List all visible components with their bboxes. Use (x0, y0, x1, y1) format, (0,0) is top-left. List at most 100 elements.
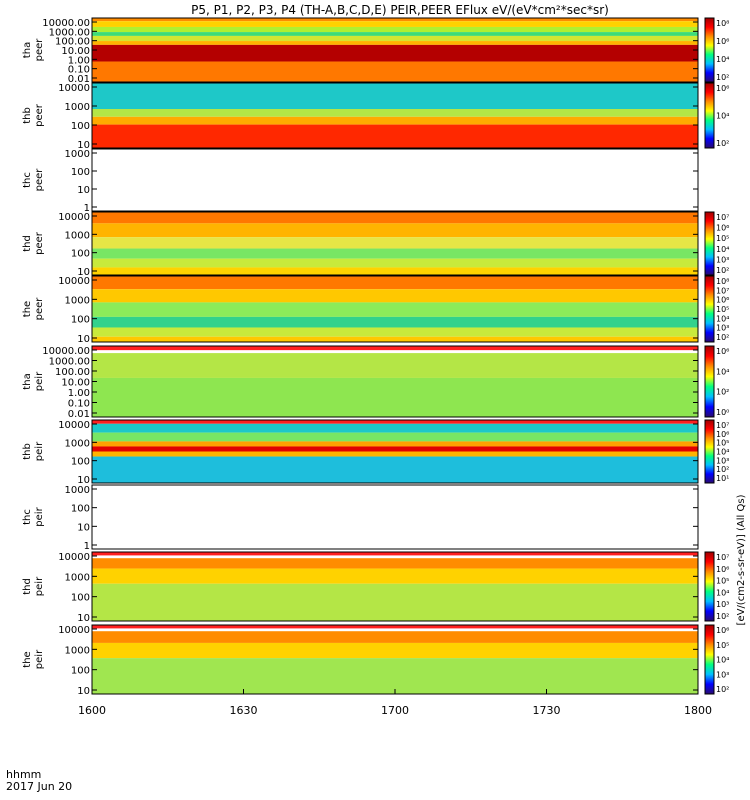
panel-species-label: peer (34, 168, 45, 192)
spectrogram-band (92, 336, 698, 342)
y-tick-label: 100 (71, 593, 90, 604)
colorbar-tick-label: 10² (716, 465, 729, 474)
spectrogram-band (92, 32, 698, 36)
colorbar-tick-label: 10⁶ (716, 84, 729, 93)
x-tick-label: 1730 (533, 704, 561, 717)
colorbar-tick-label: 10³ (716, 670, 729, 679)
y-tick-label: 10000 (58, 552, 90, 563)
colorbar-tick-label: 10² (716, 388, 729, 397)
colorbar-tick-label: 10³ (716, 600, 729, 609)
panel-probe-label: thd (22, 235, 33, 252)
spectrogram-band (92, 451, 698, 457)
colorbar-tick-label: 10² (716, 73, 729, 82)
panel-thb-peir: 10000 1000 100 10 thb peir 10⁷10⁶10⁵10⁴10³10²1… (22, 419, 729, 486)
colorbar-tick-label: 10⁶ (716, 224, 729, 233)
y-tick-label: 100.00 (55, 367, 90, 378)
x-tick-label: 1600 (78, 704, 106, 717)
panel-probe-label: thb (22, 107, 33, 124)
colorbar-tick-label: 10⁴ (716, 367, 729, 376)
spectrogram-band (92, 446, 698, 452)
panel-frame (91, 82, 699, 149)
colorbar-tick-label: 10³ (716, 456, 729, 465)
colorbar-tick-label: 10⁴ (716, 588, 729, 597)
colorbar-tick-label: 10² (716, 266, 729, 275)
y-tick-label: 100 (71, 457, 90, 468)
spectrogram-band (92, 109, 698, 117)
y-tick-label: 100 (71, 121, 90, 132)
y-tick-label: 10000 (58, 212, 90, 223)
y-tick-label: 10000 (58, 83, 90, 94)
panel-thc-peer: 1000 100 10 1 thc peer (22, 148, 699, 214)
colorbar-tick-label: 10¹ (716, 474, 729, 483)
colorbar-tick-label: 10⁰ (716, 408, 729, 417)
y-tick-label: 100 (71, 315, 90, 326)
y-tick-label: 10 (77, 475, 90, 486)
panel-probe-label: thd (22, 578, 33, 595)
colorbar (704, 211, 715, 276)
y-tick-label: 10000 (58, 625, 90, 636)
panel-thd-peir: 10000 1000 100 10 thd peir 10⁷ 10⁶ 10⁵ 10⁴ 10³ 10² (22, 551, 729, 624)
colorbar-tick-label: 10⁵ (716, 641, 729, 650)
spectrogram-band (92, 267, 698, 275)
panel-species-label: peer (34, 103, 45, 127)
colorbar-tick-label: 10² (716, 139, 729, 148)
y-tick-label: 1000 (65, 572, 90, 583)
spectrogram-band (92, 558, 698, 569)
spectrogram-band (92, 258, 698, 268)
colorbar-tick-label: 10⁵ (716, 305, 729, 314)
panel-probe-label: tha (22, 373, 33, 389)
y-tick-label: 10000 (58, 420, 90, 431)
colorbar (704, 551, 715, 622)
y-tick-label: 10000.00 (42, 18, 90, 29)
panel-species-label: peer (34, 38, 45, 62)
spectrogram-band (92, 642, 698, 659)
panel-species-label: peer (34, 297, 45, 321)
panel-frame (91, 148, 699, 212)
spectrogram-band (92, 35, 698, 42)
spectrogram-band (92, 568, 698, 584)
y-tick-label: 1000 (65, 149, 90, 160)
colorbar-tick-label: 10⁴ (716, 112, 729, 121)
colorbar-unit-label: [eV/(cm2-s-sr-eV)] (All Qs) (736, 494, 747, 625)
colorbar-tick-label: 10⁵ (716, 234, 729, 243)
colorbar-tick-label: 10² (716, 612, 729, 621)
colorbar-tick-label: 10⁶ (716, 347, 729, 356)
x-axis: 1600 1630 1700 1730 1800 (78, 689, 712, 717)
colorbar (704, 17, 715, 83)
spectrogram-band (92, 625, 698, 629)
y-tick-label: 1000 (65, 102, 90, 113)
y-tick-label: 10000 (58, 276, 90, 287)
y-tick-label: 100.00 (55, 37, 90, 48)
x-tick-label: 1700 (381, 704, 409, 717)
colorbar-tick-label: 10⁵ (716, 577, 729, 586)
spectrogram-band (92, 21, 698, 27)
colorbar (704, 419, 715, 484)
spectrogram-band (92, 248, 698, 259)
spectrogram-band (92, 423, 698, 433)
spectrogram-band (92, 420, 698, 424)
x-tick-label: 1630 (230, 704, 258, 717)
spectrogram-band (92, 316, 698, 328)
panel-probe-label: tha (22, 42, 33, 58)
spectrogram-band (92, 350, 698, 354)
colorbar-tick-label: 10³ (716, 255, 729, 264)
colorbar-tick-label: 10⁷ (716, 553, 729, 562)
spectrogram-band (92, 83, 698, 109)
spectrogram-band (92, 41, 698, 45)
y-tick-label: 1000.00 (49, 357, 90, 368)
y-tick-label: 1.00 (68, 55, 90, 66)
colorbar-tick-label: 10⁴ (716, 656, 729, 665)
panel-probe-label: thc (22, 509, 33, 525)
spectrogram-band (92, 353, 698, 378)
y-tick-label: 10000.00 (42, 346, 90, 357)
y-tick-label: 10 (77, 686, 90, 697)
colorbar-tick-label: 10⁴ (716, 448, 729, 457)
y-tick-label: 10 (77, 613, 90, 624)
y-tick-label: 100 (71, 504, 90, 515)
colorbar-tick-label: 10⁷ (716, 421, 729, 430)
spectrogram-band (92, 583, 698, 621)
y-tick-label: 100 (71, 249, 90, 260)
panel-probe-label: thb (22, 443, 33, 460)
panel-probe-label: thc (22, 172, 33, 188)
